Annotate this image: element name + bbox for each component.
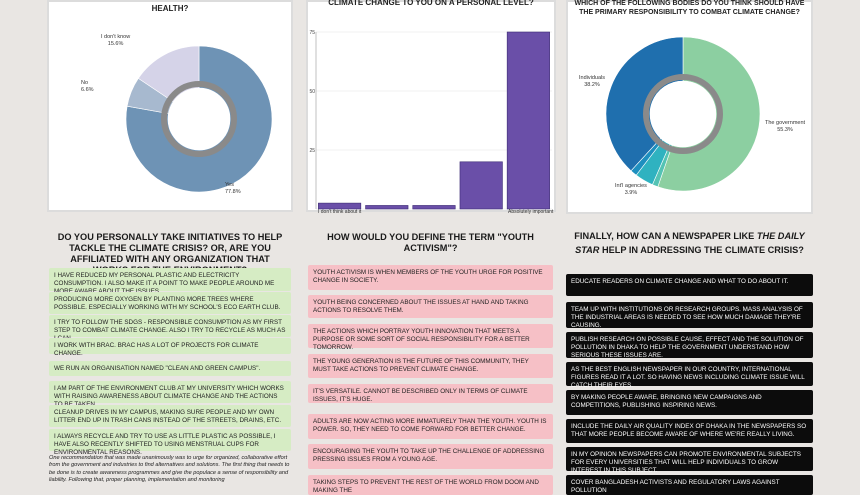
bar-4	[459, 161, 503, 210]
label-intl-pct: 3.9%	[624, 190, 638, 196]
list-item: IN MY OPINION NEWSPAPERS CAN PROMOTE ENV…	[566, 447, 813, 474]
label-no-pct: 6.6%	[81, 87, 94, 93]
list-item: YOUTH ACTIVISM IS WHEN MEMBERS OF THE YO…	[308, 265, 553, 290]
list-item: PUBLISH RESEARCH ON POSSIBLE CAUSE, EFFE…	[566, 332, 813, 359]
list-item: EDUCATE READERS ON CLIMATE CHANGE AND WH…	[566, 274, 813, 296]
note-paragraph: One recommendation that was made unanimo…	[49, 455, 290, 484]
list-item: I ALWAYS RECYCLE AND TRY TO USE AS LITTL…	[49, 429, 291, 456]
col2-heading: HOW WOULD YOU DEFINE THE TERM "YOUTH ACT…	[327, 232, 534, 253]
label-dont-know: I don't know 15.6%	[101, 34, 130, 48]
label-individuals-text: Individuals	[579, 75, 605, 81]
x-label-left: I don't think about it	[318, 209, 362, 215]
list-item: BY MAKING PEOPLE AWARE, BRINGING NEW CAM…	[566, 390, 813, 415]
list-item: INCLUDE THE DAILY AIR QUALITY INDEX OF D…	[566, 419, 813, 443]
list-item: I HAVE REDUCED MY PERSONAL PLASTIC AND E…	[49, 268, 291, 295]
label-yes-pct: 77.8%	[225, 189, 241, 195]
label-yes: Yes 77.8%	[225, 182, 241, 196]
bar-2	[365, 205, 409, 210]
list-item: ENCOURAGING THE YOUTH TO TAKE UP THE CHA…	[308, 444, 553, 469]
donut-hole	[650, 81, 716, 147]
list-item: THE ACTIONS WHICH PORTRAY YOUTH INNOVATI…	[308, 324, 553, 351]
bar-1	[318, 202, 362, 210]
label-no: No 6.6%	[81, 80, 94, 94]
chart-title: CLIMATE CHANGE TO YOU ON A PERSONAL LEVE…	[328, 0, 534, 7]
label-government-text: The government	[765, 120, 806, 126]
donut-chart-responsibility	[605, 36, 761, 192]
list-item: ADULTS ARE NOW ACTING MORE IMMATURELY TH…	[308, 414, 553, 439]
list-item: TAKING STEPS TO PREVENT THE REST OF THE …	[308, 475, 553, 495]
list-item: THE YOUNG GENERATION IS THE FUTURE OF TH…	[308, 354, 553, 378]
col3-heading-pre: FINALLY, HOW CAN A NEWSPAPER LIKE	[574, 231, 755, 241]
chart-panel-importance: CLIMATE CHANGE TO YOU ON A PERSONAL LEVE…	[306, 0, 556, 215]
list-item: TEAM UP WITH INSTITUTIONS OR RESEARCH GR…	[566, 302, 813, 329]
x-label-right: Absolutely important	[508, 209, 554, 215]
list-item: COVER BANGLADESH ACTIVISTS AND REGULATOR…	[566, 475, 813, 495]
label-intl: Int'l agencies 3.9%	[615, 183, 647, 197]
list-item: PRODUCING MORE OXYGEN BY PLANTING MORE T…	[49, 292, 291, 314]
list-item: I AM PART OF THE ENVIRONMENT CLUB AT MY …	[49, 381, 291, 408]
col3-heading-post: HELP IN ADDRESSING THE CLIMATE CRISIS?	[601, 245, 804, 255]
bar-3	[412, 205, 456, 210]
label-government-pct: 55.3%	[777, 127, 793, 133]
donut-inner-ring	[643, 74, 723, 154]
donut-inner-ring	[161, 81, 237, 157]
donut-slice-yes	[125, 45, 273, 193]
y-tick-label: 75	[309, 30, 315, 36]
chart-title: HEALTH?	[151, 4, 189, 13]
label-dont-know-pct: 15.6%	[107, 41, 124, 47]
bar-5	[506, 31, 550, 210]
list-item: YOUTH BEING CONCERNED ABOUT THE ISSUES A…	[308, 295, 553, 318]
list-item: AS THE BEST ENGLISH NEWSPAPER IN OUR COU…	[566, 362, 813, 389]
donut-hole	[168, 88, 230, 150]
bar-chart-importance: 25 50 75	[309, 30, 552, 210]
label-dont-know-text: I don't know	[101, 34, 131, 40]
list-item: I WORK WITH BRAC. BRAC HAS A LOT OF PROJ…	[49, 338, 291, 357]
list-item: CLEANUP DRIVES IN MY CAMPUS, MAKING SURE…	[49, 405, 291, 427]
chart-title: WHICH OF THE FOLLOWING BODIES DO YOU THI…	[574, 0, 805, 16]
chart-panel-responsibility: WHICH OF THE FOLLOWING BODIES DO YOU THI…	[566, 0, 813, 214]
list-item: I TRY TO FOLLOW THE SDGS - RESPONSIBLE C…	[49, 315, 291, 342]
list-item: IT'S VERSATILE. CANNOT BE DESCRIBED ONLY…	[308, 384, 553, 403]
y-tick-label: 50	[309, 89, 315, 95]
label-yes-text: Yes	[225, 182, 234, 188]
y-tick-label: 25	[309, 148, 315, 154]
label-no-text: No	[81, 80, 89, 86]
label-individuals: Individuals 38.2%	[579, 75, 605, 89]
col3-heading-em: THE DAILY STAR	[575, 231, 805, 255]
col3-heading: FINALLY, HOW CAN A NEWSPAPER LIKE THE DA…	[566, 229, 813, 257]
label-individuals-pct: 38.2%	[584, 82, 600, 88]
list-item: WE RUN AN ORGANISATION NAMED "CLEAN AND …	[49, 361, 291, 376]
chart-panel-health: HEALTH? I don't know 15.6% No 6.6% Yes 77.8…	[47, 0, 293, 212]
donut-chart-health	[125, 45, 273, 193]
label-intl-text: Int'l agencies	[615, 183, 647, 189]
label-government: The government 55.3%	[765, 120, 805, 134]
